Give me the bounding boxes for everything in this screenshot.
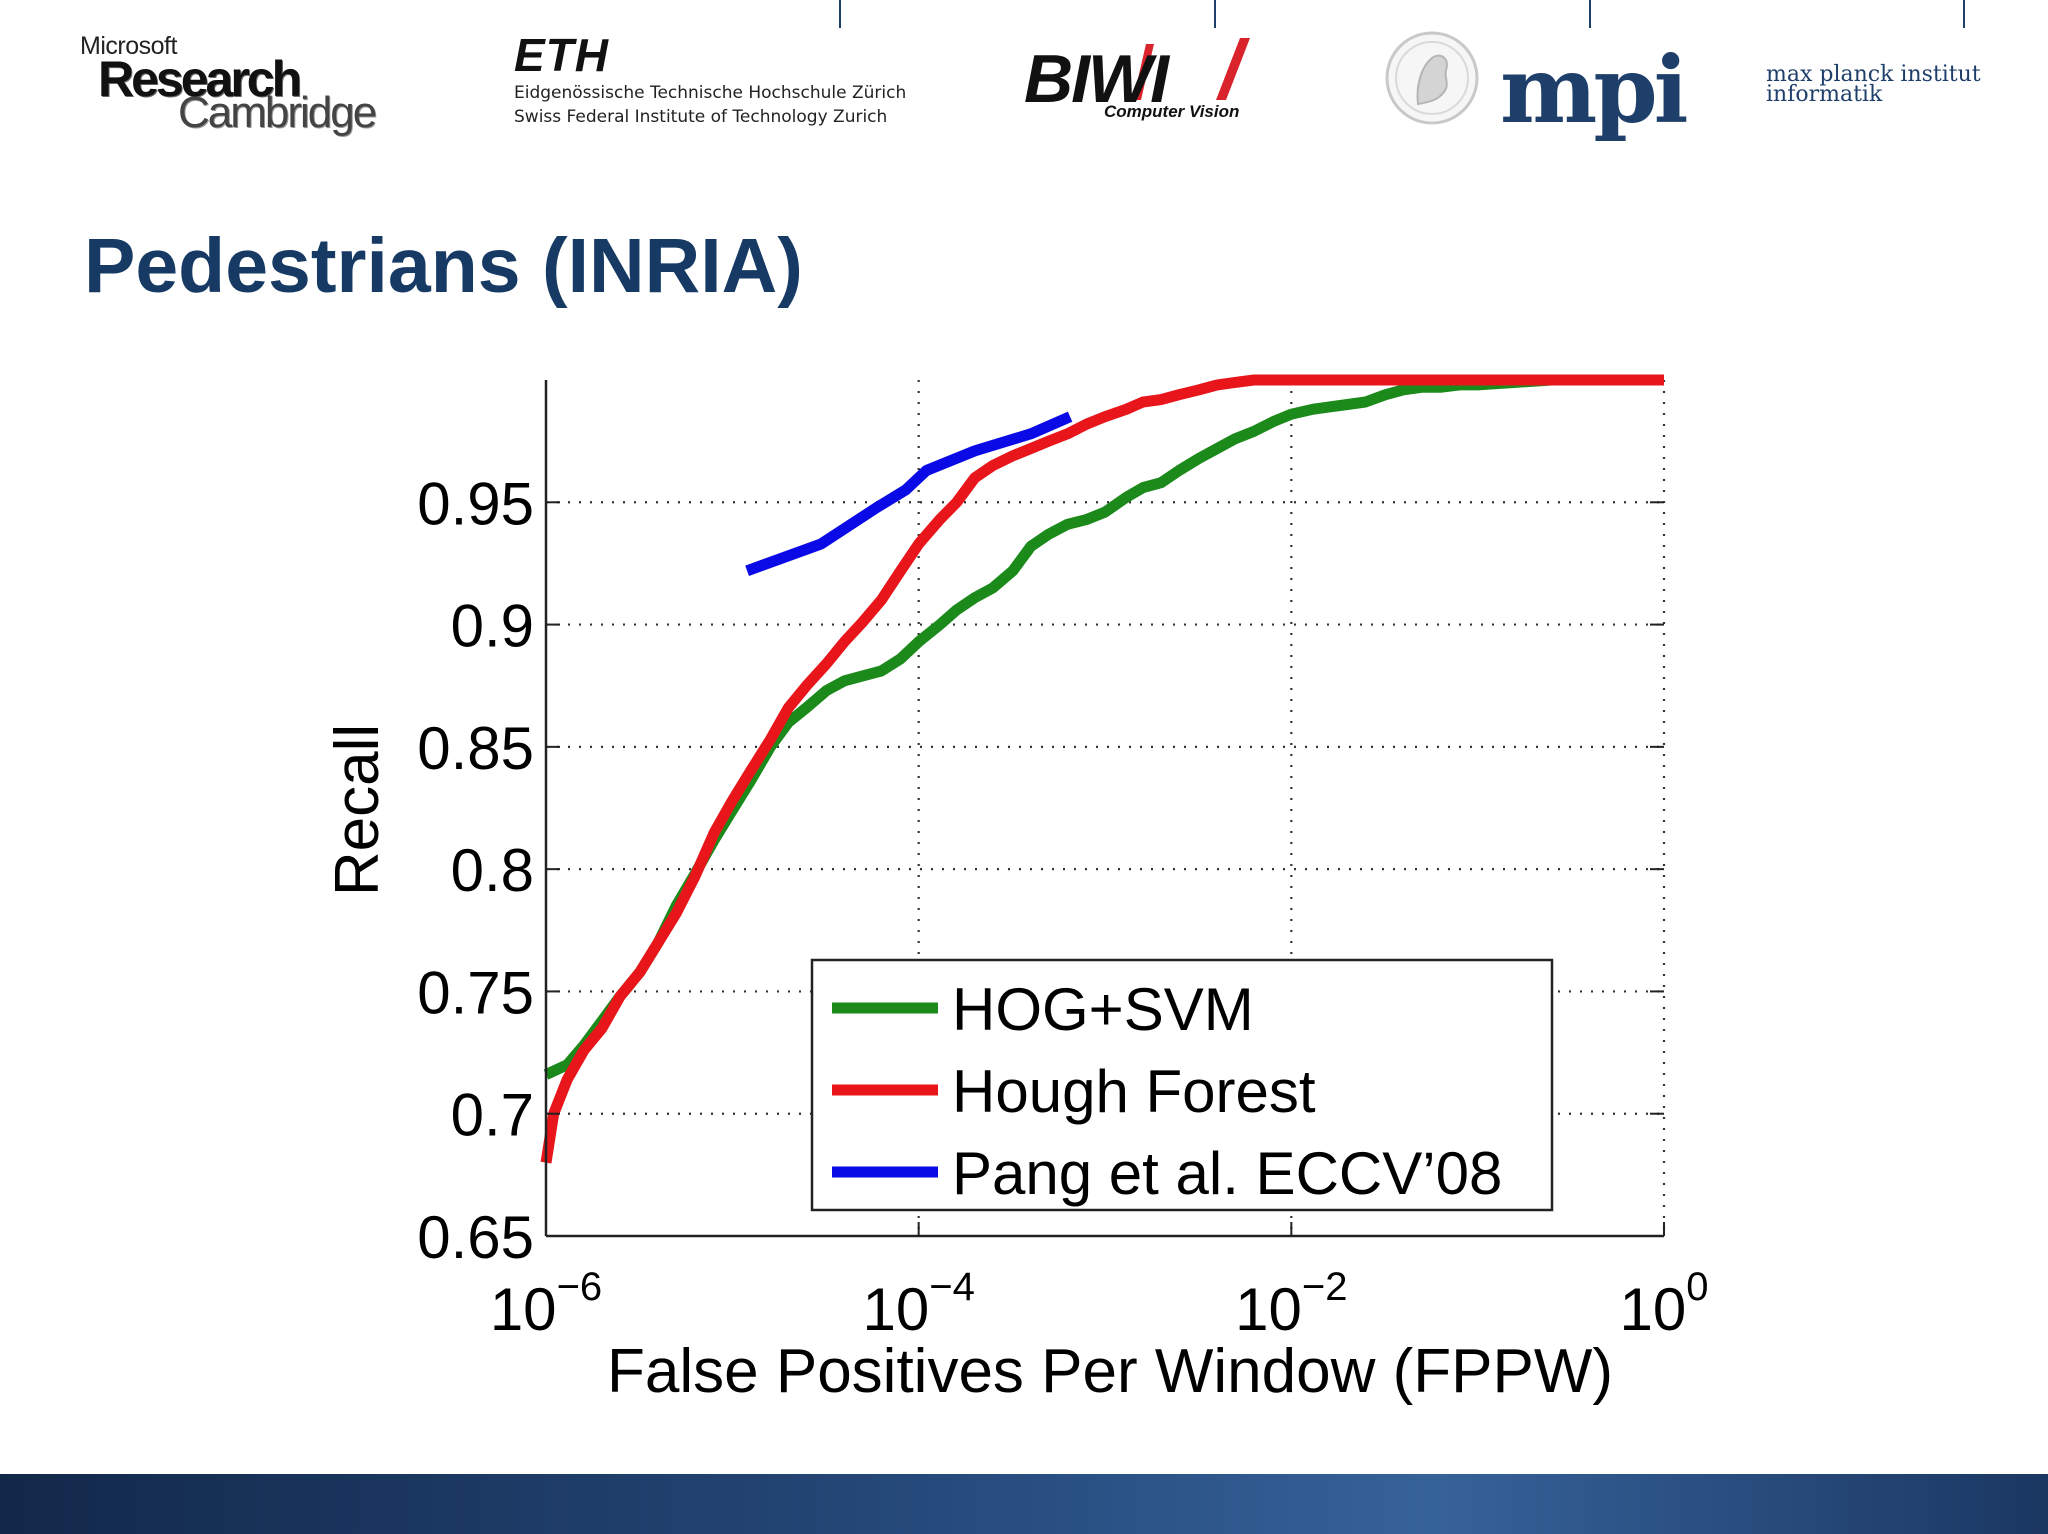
logo-text: max planck institut (1766, 62, 1981, 87)
slide-title: Pedestrians (INRIA) (84, 223, 803, 309)
legend-label: Pang et al. ECCV’08 (952, 1140, 1502, 1207)
series-line (745, 411, 1073, 576)
x-axis-label: False Positives Per Window (FPPW) (607, 1337, 1613, 1406)
microsoft-research-cambridge-logo: Microsoft Research Cambridge (80, 30, 400, 140)
header-separator (839, 0, 841, 28)
logo-text: Swiss Federal Institute of Technology Zu… (514, 107, 888, 127)
y-axis-label: Recall (323, 724, 392, 896)
logo-text: BIWI (1024, 41, 1169, 117)
logo-text: Computer Vision (1104, 102, 1240, 121)
x-tick-label: 100 (1620, 1265, 1709, 1343)
header-separator (1214, 0, 1216, 28)
axes (544, 380, 1665, 1238)
header-separator (1589, 0, 1591, 28)
footer-band (0, 1474, 2048, 1534)
x-tick-label: 10−6 (490, 1265, 602, 1343)
x-tick-label: 10−2 (1235, 1265, 1347, 1343)
series-lines (540, 374, 1664, 1164)
header-separator (1963, 0, 1965, 28)
y-tick-label: 0.75 (417, 959, 534, 1026)
y-tick-label: 0.9 (451, 593, 534, 660)
y-tick-label: 0.85 (417, 715, 534, 782)
legend-label: Hough Forest (952, 1058, 1316, 1125)
biwi-slash-icon (1133, 38, 1250, 100)
recall-fppw-chart: 0.65 0.7 0.75 0.8 0.85 0.9 0.95 10−6 10−4 10−2 100… (323, 374, 1709, 1406)
y-tick-label: 0.8 (451, 837, 534, 904)
logo-text: Research (98, 51, 302, 107)
minerva-seal-icon (1385, 31, 1479, 125)
logo-text: ETH (514, 29, 609, 81)
y-tick-label: 0.7 (451, 1082, 534, 1149)
logo-text: Cambridge (178, 88, 377, 137)
x-tick-label: 10−4 (862, 1265, 974, 1343)
y-tick-label: 0.65 (417, 1204, 534, 1271)
legend: HOG+SVM Hough Forest Pang et al. ECCV’08 (810, 958, 1554, 1212)
series-line (540, 374, 1664, 1164)
logo-text: informatik (1766, 82, 1883, 107)
logo-text: Eidgenössische Technische Hochschule Zür… (514, 83, 907, 103)
max-planck-institut-logo: mpi max planck institut informatik (1380, 28, 1981, 144)
logo-text: mpi (1500, 36, 1689, 144)
biwi-computer-vision-logo: BIWI Computer Vision (1018, 30, 1258, 130)
eth-zurich-logo: ETH Eidgenössische Technische Hochschule… (514, 28, 934, 138)
tick-labels: 0.65 0.7 0.75 0.8 0.85 0.9 0.95 10−6 10−4 10−2 100 (417, 470, 1708, 1343)
y-tick-label: 0.95 (417, 470, 534, 537)
legend-label: HOG+SVM (952, 976, 1254, 1043)
logo-text: Microsoft (80, 32, 177, 60)
